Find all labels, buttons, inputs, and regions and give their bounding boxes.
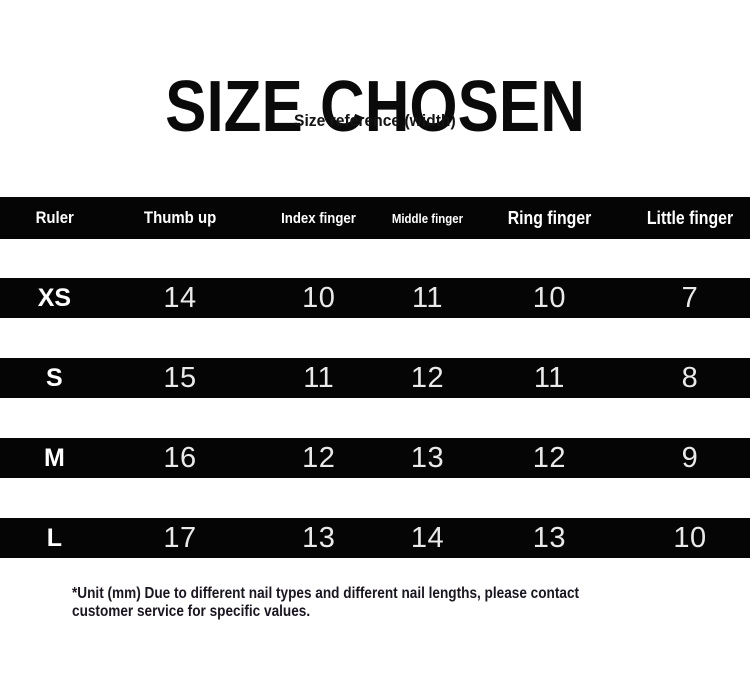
column-header-ring-finger: Ring finger bbox=[469, 197, 630, 239]
column-header-ruler-label: Ruler bbox=[35, 208, 74, 227]
size-label-s: S bbox=[46, 363, 63, 392]
l-thumb-value: 17 bbox=[163, 521, 197, 554]
l-little-value: 10 bbox=[673, 521, 707, 554]
xs-ring-value: 10 bbox=[532, 281, 566, 314]
column-header-ruler: Ruler bbox=[0, 197, 109, 239]
m-little-value: 9 bbox=[681, 441, 699, 474]
s-thumb-value: 15 bbox=[163, 361, 197, 394]
table-row-l: L 17 13 14 13 10 bbox=[0, 518, 750, 558]
column-header-little-finger: Little finger bbox=[630, 197, 750, 239]
column-header-thumb-label: Thumb up bbox=[143, 208, 217, 227]
m-index-value: 12 bbox=[302, 441, 336, 474]
column-header-ring-finger-label: Ring finger bbox=[507, 207, 592, 228]
subtitle: Size reference (width) bbox=[0, 110, 750, 132]
l-ring-value: 13 bbox=[532, 521, 566, 554]
size-label-xs: XS bbox=[37, 283, 72, 312]
xs-index-value: 10 bbox=[302, 281, 336, 314]
s-ring-value: 11 bbox=[533, 361, 565, 394]
m-ring-value: 12 bbox=[532, 441, 566, 474]
column-header-middle-finger-label: Middle finger bbox=[391, 210, 464, 226]
unit-footnote: *Unit (mm) Due to different nail types a… bbox=[72, 585, 580, 620]
page-title: SIZE CHOSEN bbox=[0, 71, 750, 143]
m-middle-value: 13 bbox=[410, 441, 445, 474]
s-index-value: 11 bbox=[303, 361, 335, 394]
table-header-row: Ruler Thumb up Index finger Middle finge… bbox=[0, 197, 750, 239]
m-thumb-value: 16 bbox=[163, 441, 197, 474]
table-row-xs: XS 14 10 11 10 7 bbox=[0, 278, 750, 318]
xs-little-value: 7 bbox=[681, 281, 699, 314]
column-header-middle-finger: Middle finger bbox=[386, 197, 469, 239]
column-header-thumb: Thumb up bbox=[109, 197, 252, 239]
s-little-value: 8 bbox=[681, 361, 699, 394]
xs-middle-value: 11 bbox=[411, 281, 444, 314]
s-middle-value: 12 bbox=[410, 361, 445, 394]
column-header-index-finger: Index finger bbox=[251, 197, 386, 239]
size-label-l: L bbox=[46, 523, 63, 552]
table-row-m: M 16 12 13 12 9 bbox=[0, 438, 750, 478]
l-index-value: 13 bbox=[302, 521, 336, 554]
xs-thumb-value: 14 bbox=[163, 281, 197, 314]
page-title-text: SIZE CHOSEN bbox=[165, 67, 585, 148]
table-row-s: S 15 11 12 11 8 bbox=[0, 358, 750, 398]
subtitle-text: Size reference (width) bbox=[294, 111, 456, 130]
column-header-index-finger-label: Index finger bbox=[281, 209, 357, 227]
column-header-little-finger-label: Little finger bbox=[646, 207, 734, 228]
size-label-m: M bbox=[43, 443, 65, 472]
l-middle-value: 14 bbox=[410, 521, 445, 554]
